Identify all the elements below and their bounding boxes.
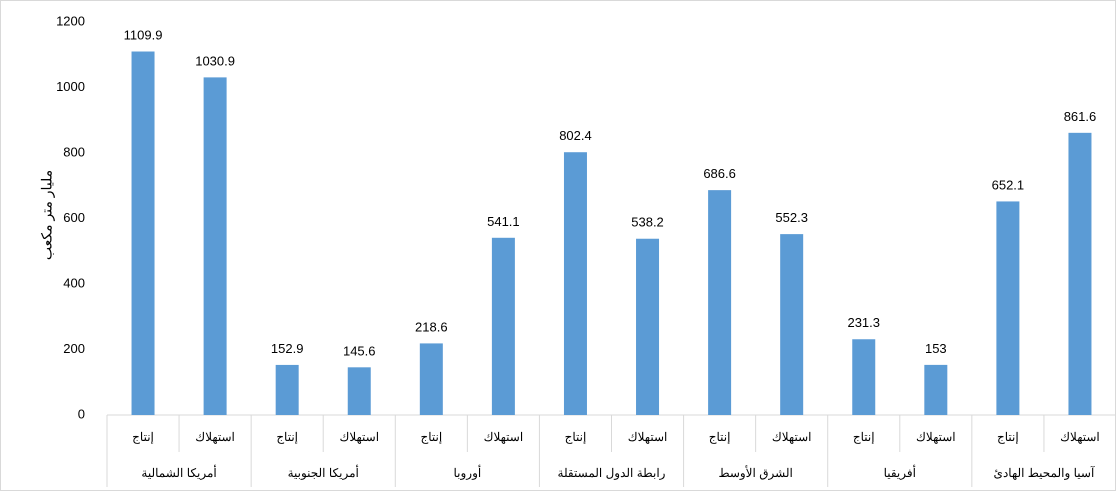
category-label: استهلاك: [484, 430, 524, 444]
category-label: إنتاج: [709, 430, 731, 445]
group-label: آسيا والمحيط الهادئ: [994, 465, 1095, 480]
bar: [924, 364, 948, 415]
bar: [131, 51, 155, 415]
y-tick-label: 1200: [56, 13, 85, 28]
data-label: 686.6: [703, 166, 736, 181]
bar: [996, 201, 1020, 415]
group-label: الشرق الأوسط: [718, 465, 792, 480]
group-label: أمريكا الشمالية: [141, 465, 216, 480]
bar: [347, 367, 371, 415]
y-axis-label: مليار متر مكعب: [39, 170, 56, 260]
group-label: أوروبا: [453, 465, 481, 480]
category-label: استهلاك: [1060, 430, 1100, 444]
data-label: 802.4: [559, 128, 592, 143]
y-tick-label: 200: [63, 341, 85, 356]
category-label: إنتاج: [565, 430, 587, 445]
bar: [275, 364, 299, 415]
data-label: 231.3: [847, 315, 880, 330]
group-label: رابطة الدول المستقلة: [558, 466, 666, 480]
data-label: 152.9: [271, 341, 304, 356]
bar: [708, 190, 732, 415]
category-label: استهلاك: [339, 430, 379, 444]
data-label: 652.1: [992, 177, 1025, 192]
bar: [419, 343, 443, 415]
bar: [780, 234, 804, 415]
y-tick-label: 600: [63, 210, 85, 225]
category-label: إنتاج: [420, 430, 442, 445]
label-layer: 1109.9 إنتاج 1030.9 استهلاك أمريكا الشمالية 1…: [124, 28, 1100, 480]
category-label: استهلاك: [772, 430, 812, 444]
bar: [852, 339, 876, 415]
category-label: استهلاك: [195, 430, 235, 444]
group-label: أفريقيا: [884, 465, 916, 480]
bar: [491, 237, 515, 415]
data-label: 218.6: [415, 319, 448, 334]
data-label: 861.6: [1064, 109, 1097, 124]
bar: [1068, 132, 1092, 416]
category-label: إنتاج: [853, 430, 875, 445]
data-label: 1030.9: [195, 53, 235, 68]
y-tick-label: 800: [63, 144, 85, 159]
bar: [563, 152, 587, 416]
data-label: 1109.9: [124, 28, 163, 43]
category-label: إنتاج: [276, 430, 298, 445]
category-label: استهلاك: [916, 430, 956, 444]
data-label: 541.1: [487, 214, 520, 229]
category-label: استهلاك: [628, 430, 668, 444]
axis-layer: 0 200 400 600 800 1000 1200: [56, 13, 1116, 487]
group-label: أمريكا الجنوبية: [288, 465, 359, 480]
y-tick-label: 0: [78, 406, 85, 421]
bar: [203, 77, 227, 415]
category-label: إنتاج: [132, 430, 154, 445]
data-label: 552.3: [775, 210, 808, 225]
y-tick-label: 400: [63, 275, 85, 290]
y-tick-label: 1000: [56, 79, 85, 94]
category-label: إنتاج: [997, 430, 1019, 445]
data-label: 153: [925, 341, 947, 356]
data-label: 145.6: [343, 343, 376, 358]
bar-layer: [131, 51, 1092, 416]
data-label: 538.2: [631, 215, 664, 230]
bar: [636, 238, 660, 415]
